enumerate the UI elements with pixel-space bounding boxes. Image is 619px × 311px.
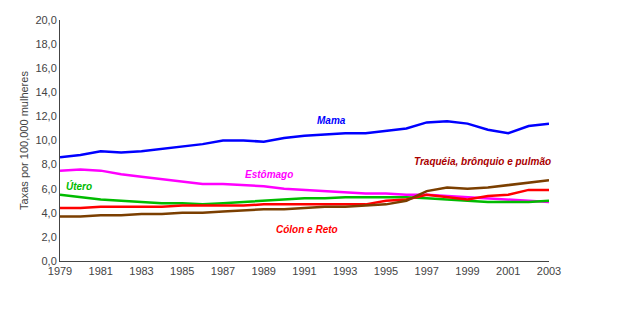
svg-text:1989: 1989	[252, 265, 276, 277]
svg-text:1991: 1991	[292, 265, 316, 277]
svg-text:6,0: 6,0	[42, 183, 57, 195]
svg-text:10,0: 10,0	[35, 134, 56, 146]
svg-text:Estômago: Estômago	[245, 169, 293, 180]
svg-text:1999: 1999	[455, 265, 479, 277]
svg-text:2,0: 2,0	[42, 231, 57, 243]
svg-text:12,0: 12,0	[35, 110, 56, 122]
svg-text:1997: 1997	[415, 265, 439, 277]
svg-text:18,0: 18,0	[35, 38, 56, 50]
svg-text:Taxas por 100,000 mulheres: Taxas por 100,000 mulheres	[18, 71, 30, 210]
svg-text:2001: 2001	[496, 265, 520, 277]
svg-text:1985: 1985	[170, 265, 194, 277]
svg-text:2003: 2003	[537, 265, 561, 277]
svg-text:Mama: Mama	[317, 115, 346, 126]
svg-text:8,0: 8,0	[42, 158, 57, 170]
svg-text:1987: 1987	[211, 265, 235, 277]
svg-text:1979: 1979	[48, 265, 72, 277]
svg-text:20,0: 20,0	[35, 14, 56, 26]
svg-text:Traquéia, brônquio e pulmão: Traquéia, brônquio e pulmão	[414, 156, 551, 167]
svg-text:1983: 1983	[129, 265, 153, 277]
svg-text:16,0: 16,0	[35, 62, 56, 74]
svg-text:1993: 1993	[333, 265, 357, 277]
svg-text:1981: 1981	[89, 265, 113, 277]
svg-text:4,0: 4,0	[42, 207, 57, 219]
svg-text:Cólon e Reto: Cólon e Reto	[276, 224, 338, 235]
svg-text:14,0: 14,0	[35, 86, 56, 98]
svg-text:0,0: 0,0	[42, 255, 57, 267]
svg-text:1995: 1995	[374, 265, 398, 277]
svg-text:Útero: Útero	[66, 180, 92, 192]
